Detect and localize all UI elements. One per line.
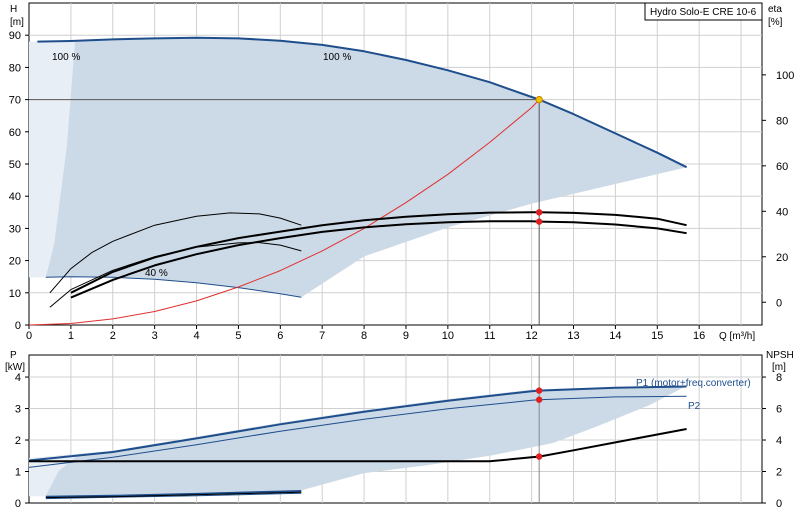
annotation-100-left: 100 % <box>52 52 80 63</box>
y-left-tick-label: 60 <box>9 127 21 139</box>
operating-envelope-light <box>29 41 76 278</box>
curve-system_curve <box>28 99 540 326</box>
curve-head_40 <box>45 276 302 298</box>
y-left-tick-label: 30 <box>9 223 21 235</box>
y-left-unit: [m] <box>10 17 24 28</box>
annotation-100-right: 100 % <box>323 52 351 63</box>
curve-P1_min <box>45 490 302 498</box>
head-operating-envelope <box>29 37 687 298</box>
curve-NPSH <box>29 428 687 463</box>
y-left-tick-label: 10 <box>9 288 21 300</box>
operating-envelope <box>29 385 687 497</box>
y-right-tick-label: 4 <box>776 435 782 447</box>
marker-red <box>535 396 543 403</box>
x-tick-label: 12 <box>526 330 538 342</box>
curve-eta_thin <box>49 212 302 294</box>
x-tick-label: 8 <box>361 330 367 342</box>
head-curves <box>28 36 688 326</box>
marker-red <box>535 387 543 394</box>
curve-eta_total <box>70 220 687 299</box>
y-left-tick-label: 20 <box>9 256 21 268</box>
curve-eta_pump <box>70 211 687 294</box>
curve-head_100 <box>37 36 688 169</box>
y-right-tick-label: 2 <box>776 467 782 479</box>
curve-P_black_small <box>45 491 302 499</box>
power-curves <box>28 355 687 503</box>
curve-P2_min <box>45 492 302 500</box>
x-tick-label: 5 <box>235 330 241 342</box>
x-tick-label: 6 <box>277 330 283 342</box>
y-left-tick-label: 1 <box>15 467 21 479</box>
x-tick-label: 7 <box>319 330 325 342</box>
y-left-tick-label: 80 <box>9 62 21 74</box>
x-tick-label: 15 <box>651 330 663 342</box>
head-markers <box>535 95 543 225</box>
power-operating-envelope <box>29 385 687 497</box>
x-tick-label: 4 <box>193 330 199 342</box>
x-tick-label: 14 <box>609 330 621 342</box>
power-y-left-label: P <box>10 350 17 361</box>
x-tick-label: 13 <box>567 330 579 342</box>
power-y-left-unit: [kW] <box>5 362 25 373</box>
y-right-tick-label: 6 <box>776 404 782 416</box>
y-right-tick-label: 80 <box>776 115 788 127</box>
y-right-unit: [%] <box>768 17 783 28</box>
y-right-tick-label: 40 <box>776 206 788 218</box>
x-tick-label: 16 <box>693 330 705 342</box>
y-left-tick-label: 70 <box>9 95 21 107</box>
y-right-tick-label: 0 <box>776 297 782 309</box>
y-left-tick-label: 90 <box>9 30 21 42</box>
y-right-tick-label: 60 <box>776 161 788 173</box>
operating-envelope-light <box>29 454 80 497</box>
y-right-tick-label: 100 <box>776 70 794 82</box>
title-box <box>644 2 763 21</box>
chart-title: Hydro Solo-E CRE 10-6 <box>650 7 757 18</box>
power-ticks: 0 1 2 3 4 0 2 4 6 8 <box>15 372 782 510</box>
x-tick-label: 9 <box>403 330 409 342</box>
y-left-tick-label: 0 <box>15 498 21 510</box>
power-npsh-plot: 0 1 2 3 4 0 2 4 6 8 P [kW] NPSH [m] P1 (motor+fre… <box>5 350 794 510</box>
y-right-tick-label: 8 <box>776 372 782 384</box>
y-left-tick-label: 3 <box>15 404 21 416</box>
power-markers <box>535 387 543 460</box>
x-tick-label: 10 <box>442 330 454 342</box>
y-right-tick-label: 0 <box>776 498 782 510</box>
y-right-tick-label: 20 <box>776 252 788 264</box>
p2-series-label: P2 <box>688 401 701 412</box>
marker-yellow <box>535 95 543 104</box>
power-y-right-unit: [m] <box>772 362 786 373</box>
y-left-tick-label: 4 <box>15 372 21 384</box>
marker-red <box>535 453 543 460</box>
x-tick-label: 11 <box>484 330 495 342</box>
y-left-tick-label: 50 <box>9 159 21 171</box>
x-tick-label: 1 <box>68 330 74 342</box>
y-left-tick-label: 40 <box>9 191 21 203</box>
curve-P1 <box>28 385 687 462</box>
marker-red <box>535 209 543 216</box>
marker-red <box>535 218 543 225</box>
x-axis-label: Q [m³/h] <box>719 331 755 342</box>
curve-P2 <box>28 395 687 468</box>
power-y-right-label: NPSH <box>766 350 794 361</box>
y-left-tick-label: 2 <box>15 435 21 447</box>
y-left-label: H <box>10 4 17 15</box>
x-tick-label: 3 <box>152 330 158 342</box>
x-tick-label: 0 <box>26 330 32 342</box>
p1-series-label: P1 (motor+freq.converter) <box>636 378 751 389</box>
y-left-tick-label: 0 <box>15 320 21 332</box>
operating-envelope <box>33 37 687 298</box>
x-tick-label: 2 <box>110 330 116 342</box>
annotation-40: 40 % <box>145 268 168 279</box>
y-right-label: eta <box>768 4 782 15</box>
